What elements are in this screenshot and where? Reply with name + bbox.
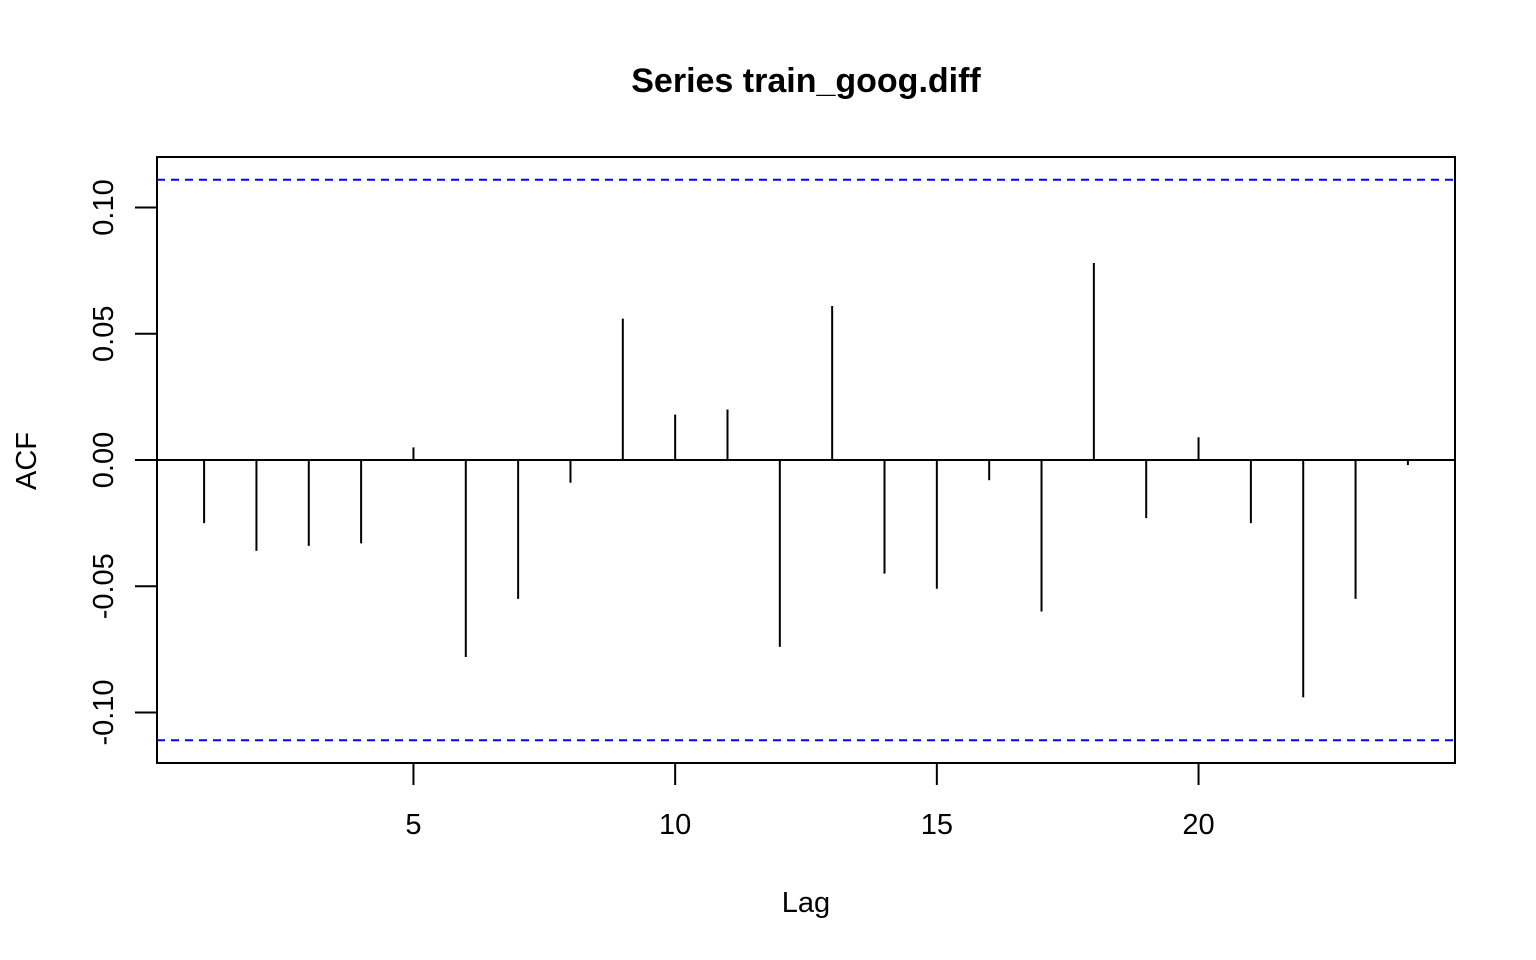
chart-title: Series train_goog.diff	[631, 62, 981, 100]
y-axis-label: ACF	[11, 432, 43, 490]
plot-area: 5 10 15 20 -0.10 -0.05 0.00 0.05 0.10	[88, 156, 1456, 841]
x-tick-label: 15	[921, 809, 953, 841]
x-axis-label: Lag	[782, 887, 830, 919]
y-tick-label: 0.05	[88, 306, 120, 362]
y-tick-label: -0.05	[88, 553, 120, 619]
y-tick-label: 0.00	[88, 432, 120, 488]
y-tick-label: 0.10	[88, 179, 120, 235]
x-tick-label: 5	[405, 809, 421, 841]
x-tick-label: 20	[1182, 809, 1214, 841]
x-tick-label: 10	[659, 809, 691, 841]
y-tick-label: -0.10	[88, 679, 120, 745]
